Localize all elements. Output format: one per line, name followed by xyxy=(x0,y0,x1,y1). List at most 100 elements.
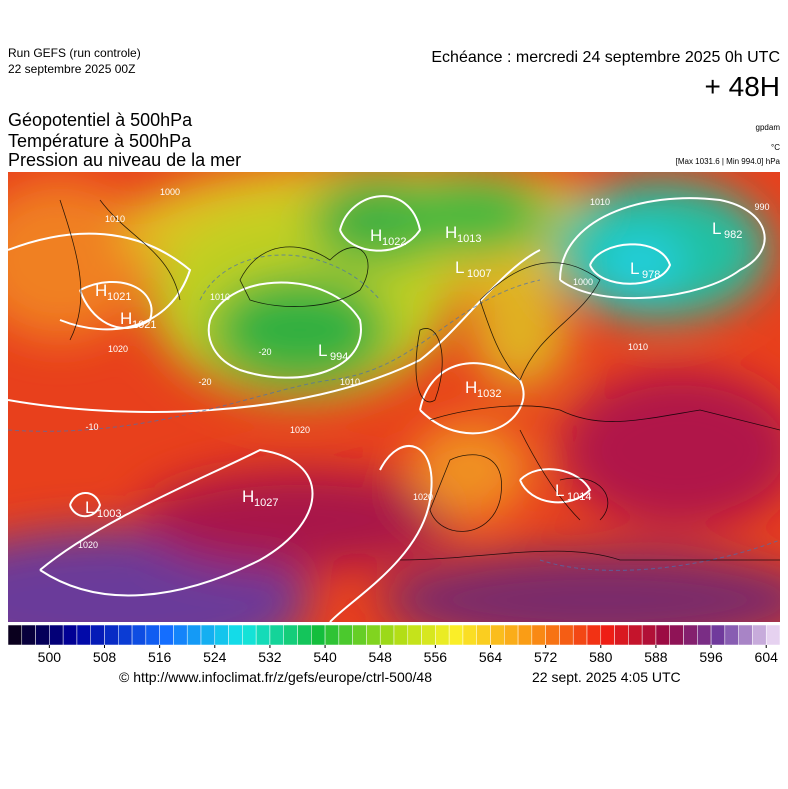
colorbar-swatch xyxy=(62,624,78,646)
colorbar-label: 540 xyxy=(313,649,337,665)
title: Température à 500hPa xyxy=(8,131,192,151)
colorbar-swatch xyxy=(131,624,147,646)
center-type: L xyxy=(712,219,721,238)
lead-time: + 48H xyxy=(705,71,781,102)
colorbar-label: 548 xyxy=(369,649,393,665)
valid-time: Echéance : mercredi 24 septembre 2025 0h… xyxy=(431,49,780,66)
colorbar-swatch xyxy=(104,624,119,646)
colorbar-swatch xyxy=(118,624,133,646)
colorbar-label: 556 xyxy=(424,649,448,665)
contour-label: 1010 xyxy=(340,377,360,387)
colorbar-label: 564 xyxy=(479,649,503,665)
colorbar-swatch xyxy=(311,624,326,646)
colorbar-swatch xyxy=(393,624,409,646)
colorbar-swatch xyxy=(669,624,684,646)
colorbar-swatch xyxy=(379,624,395,646)
title: Pression au niveau de la mer xyxy=(8,150,241,170)
center-value: 1021 xyxy=(132,319,156,331)
contour-label: 1010 xyxy=(105,214,125,224)
contour-label: -20 xyxy=(198,377,211,387)
center-value: 1021 xyxy=(107,291,131,303)
contour-label: 1020 xyxy=(108,344,128,354)
unit: °C xyxy=(771,143,780,152)
colorbar-swatch xyxy=(738,624,753,646)
colorbar-swatch xyxy=(255,624,271,646)
colorbar-swatch xyxy=(352,624,367,646)
contour-label: -20 xyxy=(258,347,271,357)
colorbar-swatch xyxy=(448,624,464,646)
colorbar-label: 516 xyxy=(148,649,172,665)
unit: gpdam xyxy=(756,123,781,132)
colorbar-swatch xyxy=(490,624,505,646)
colorbar-swatch xyxy=(49,624,64,646)
colorbar-swatch xyxy=(173,624,188,646)
colorbar-swatch xyxy=(324,624,340,646)
center-value: 1003 xyxy=(97,508,121,520)
colorbar-swatch xyxy=(21,624,36,646)
center-value: 1014 xyxy=(567,491,591,503)
colorbar-swatch xyxy=(655,624,670,646)
colorbar-swatch xyxy=(76,624,91,646)
center-type: L xyxy=(630,259,639,278)
colorbar-swatch xyxy=(159,624,174,646)
colorbar-swatch xyxy=(504,624,519,646)
colorbar-label: 596 xyxy=(699,649,723,665)
colorbar-swatch xyxy=(765,624,781,646)
colorbar-swatch xyxy=(600,624,615,646)
colorbar-swatch xyxy=(641,624,657,646)
colorbar-swatch xyxy=(531,624,546,646)
center-type: L xyxy=(85,498,94,517)
colorbar-swatch xyxy=(697,624,712,646)
colorbar-label: 500 xyxy=(38,649,62,665)
colorbar-swatch xyxy=(297,624,312,646)
colorbar-label: 508 xyxy=(93,649,117,665)
center-value: 1007 xyxy=(467,268,491,280)
colorbar-swatch xyxy=(752,624,767,646)
colorbar-swatch xyxy=(7,624,23,646)
colorbar-swatch xyxy=(586,624,602,646)
title: Géopotentiel à 500hPa xyxy=(8,110,193,130)
colorbar-swatch xyxy=(628,624,643,646)
center-type: H xyxy=(465,378,477,397)
colorbar-swatch xyxy=(724,624,739,646)
center-type: H xyxy=(242,487,254,506)
colorbar-swatch xyxy=(35,624,50,646)
contour-label: 1010 xyxy=(210,292,230,302)
colorbar-label: 572 xyxy=(534,649,558,665)
contour-label: 1020 xyxy=(78,540,98,550)
colorbar-label: 604 xyxy=(755,649,779,665)
run-label: Run GEFS (run controle) xyxy=(8,46,141,60)
contour-label: 1010 xyxy=(628,342,648,352)
colorbar-swatch xyxy=(90,624,105,646)
colorbar-swatch xyxy=(572,624,588,646)
colorbar-swatch xyxy=(228,624,243,646)
colorbar-swatch xyxy=(186,624,202,646)
source: © http://www.infoclimat.fr/z/gefs/europe… xyxy=(119,669,432,685)
center-type: L xyxy=(555,481,564,500)
unit: [Max 1031.6 | Min 994.0] hPa xyxy=(676,157,781,166)
center-value: 982 xyxy=(724,229,742,241)
colorbar-label: 588 xyxy=(644,649,668,665)
center-type: L xyxy=(455,258,464,277)
center-value: 1022 xyxy=(382,236,406,248)
colorbar-swatch xyxy=(462,624,477,646)
colorbar-label: 532 xyxy=(258,649,282,665)
colorbar-swatch xyxy=(421,624,436,646)
colorbar-swatch xyxy=(683,624,698,646)
contour-label: 1010 xyxy=(590,197,610,207)
contour-label: 1020 xyxy=(413,492,433,502)
colorbar-swatch xyxy=(435,624,450,646)
center-value: 994 xyxy=(330,351,348,363)
center-type: L xyxy=(318,341,327,360)
colorbar-swatch xyxy=(545,624,560,646)
colorbar-swatch xyxy=(338,624,353,646)
colorbar-swatch xyxy=(614,624,629,646)
generated: 22 sept. 2025 4:05 UTC xyxy=(532,669,681,685)
center-value: 1013 xyxy=(457,233,481,245)
center-value: 978 xyxy=(642,269,660,281)
center-type: H xyxy=(370,226,382,245)
contour-label: 990 xyxy=(754,202,769,212)
